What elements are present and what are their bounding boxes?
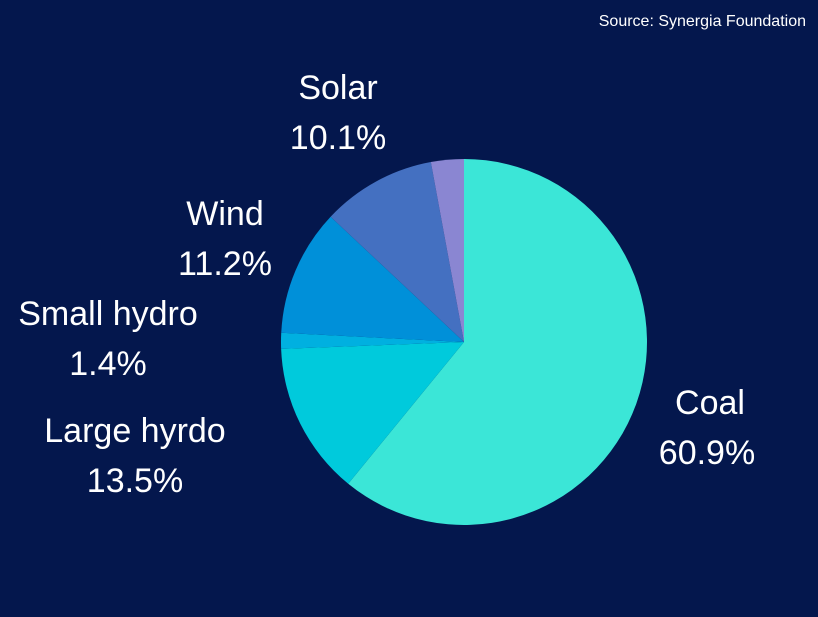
slice-label: Large hyrdo — [44, 412, 225, 450]
pie-slice — [281, 342, 464, 484]
slice-label: Small hydro — [18, 295, 198, 333]
slice-label: Coal — [675, 384, 745, 422]
pie-slice — [430, 159, 464, 342]
slice-value-label: 13.5% — [87, 462, 183, 500]
slice-value-label: 11.2% — [178, 245, 272, 283]
slice-label: Solar — [298, 69, 377, 107]
source: Source: Synergia Foundation — [599, 13, 806, 30]
slice-value-label: 1.4% — [69, 345, 147, 383]
pie-slice — [348, 159, 647, 525]
pie-slice — [281, 332, 464, 349]
slice-value-label: 10.1% — [290, 119, 386, 157]
slice-label: Wind — [186, 195, 263, 233]
pie-slice — [330, 162, 464, 342]
pie-slice — [281, 216, 464, 342]
slice-value-label: 60.9% — [659, 434, 755, 472]
